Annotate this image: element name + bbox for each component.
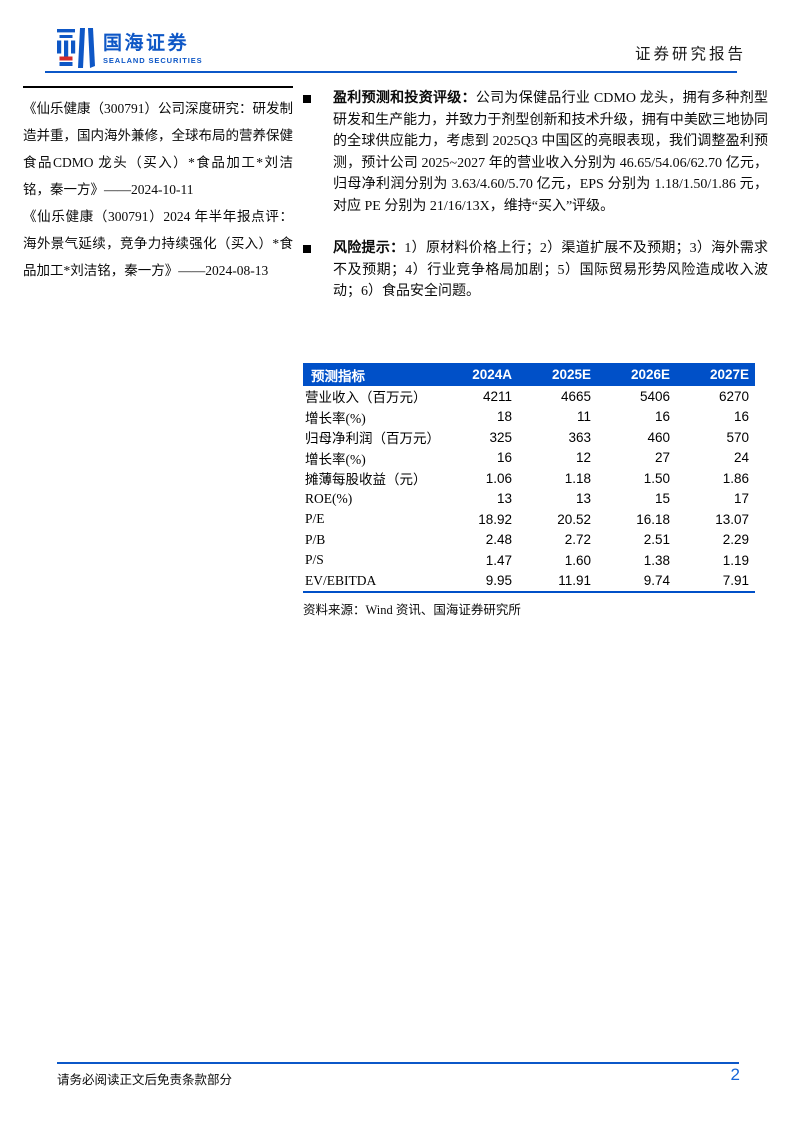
metric-value: 4211 (482, 388, 512, 404)
metric-value: 363 (568, 429, 591, 445)
metric-value: 20.52 (557, 511, 591, 527)
metric-value: 1.38 (643, 552, 670, 568)
table-row: EV/EBITDA 9.95 11.91 9.74 7.91 (303, 571, 755, 593)
footer-divider (57, 1062, 739, 1064)
data-source-note: 资料来源：Wind 资讯、国海证券研究所 (303, 603, 521, 617)
metric-label: 增长率(%) (305, 451, 366, 467)
forecast-table: 预测指标 2024A 2025E 2026E 2027E 营业收入（百万元） 4211 46… (303, 363, 755, 593)
metric-value: 2.48 (485, 532, 512, 548)
metric-value: 9.74 (643, 573, 670, 589)
metric-value: 18.92 (478, 511, 512, 527)
metric-value: 16 (733, 409, 749, 425)
table-row: 增长率(%) 16 12 27 24 (303, 448, 755, 469)
metric-value: 18 (496, 409, 512, 425)
metric-value: 4665 (560, 388, 591, 404)
bullet-paragraph: 公司为保健品行业 CDMO 龙头，拥有多种剂型研发和生产能力，并致力于剂型创新和… (333, 91, 768, 214)
metric-label: P/B (305, 531, 326, 547)
table-header-cell: 2026E (597, 363, 676, 386)
metric-value: 16 (654, 409, 670, 425)
related-report-item: 《仙乐健康（300791）2024 年半年报点评：海外景气延续，竞争力持续强化（… (23, 209, 293, 278)
bullet-risk-warning: 风险提示：1）原材料价格上行；2）渠道扩展不及预期；3）海外需求不及预期；4）行… (303, 238, 768, 303)
bullet-text: 盈利预测和投资评级：公司为保健品行业 CDMO 龙头，拥有多种剂型研发和生产能力… (333, 88, 768, 217)
report-body: 盈利预测和投资评级：公司为保健品行业 CDMO 龙头，拥有多种剂型研发和生产能力… (303, 88, 768, 303)
page-number: 2 (730, 1065, 740, 1084)
table-row: P/E 18.92 20.52 16.18 13.07 (303, 509, 755, 530)
metric-value: 1.60 (564, 552, 591, 568)
metric-label: 归母净利润（百万元） (305, 431, 440, 447)
brand-name-en: SEALAND SECURITIES (103, 56, 203, 65)
bullet-square-icon (303, 95, 311, 103)
table-row: 营业收入（百万元） 4211 4665 5406 6270 (303, 386, 755, 407)
header-divider (45, 71, 737, 73)
metric-value: 1.47 (485, 552, 512, 568)
table-row: P/B 2.48 2.72 2.51 2.29 (303, 530, 755, 551)
metric-value: 27 (654, 450, 670, 466)
brand-text: 国海证券 SEALAND SECURITIES (103, 28, 203, 66)
metric-value: 13 (496, 491, 512, 507)
metric-value: 2.29 (722, 532, 749, 548)
related-report-item: 《仙乐健康（300791）公司深度研究：研发制造并重，国内海外兼修，全球布局的营… (23, 101, 293, 197)
table-header-cell: 预测指标 (303, 363, 439, 386)
table-row: 增长率(%) 18 11 16 16 (303, 407, 755, 428)
metric-value: 13.07 (715, 511, 749, 527)
metric-value: 1.18 (564, 470, 591, 486)
sealand-logo-icon (57, 28, 95, 68)
bullet-square-icon (303, 245, 311, 253)
table-row: 摊薄每股收益（元） 1.06 1.18 1.50 1.86 (303, 468, 755, 489)
metric-value: 5406 (639, 388, 670, 404)
metric-value: 24 (733, 450, 749, 466)
metric-value: 570 (726, 429, 749, 445)
metric-label: EV/EBITDA (305, 572, 377, 588)
metric-value: 16.18 (636, 511, 670, 527)
metric-label: ROE(%) (305, 490, 353, 506)
metric-value: 1.50 (643, 470, 670, 486)
metric-label: P/S (305, 552, 324, 568)
metric-value: 1.06 (485, 470, 512, 486)
metric-value: 325 (489, 429, 512, 445)
metric-value: 17 (733, 491, 749, 507)
related-reports: 《仙乐健康（300791）公司深度研究：研发制造并重，国内海外兼修，全球布局的营… (23, 86, 293, 284)
table-header-row: 预测指标 2024A 2025E 2026E 2027E (303, 363, 755, 386)
metric-value: 460 (647, 429, 670, 445)
metric-label: P/E (305, 511, 325, 527)
metric-value: 13 (575, 491, 591, 507)
metric-value: 11.91 (558, 573, 591, 589)
metric-label: 增长率(%) (305, 410, 366, 426)
bullet-label: 盈利预测和投资评级： (333, 91, 476, 106)
bullet-label: 风险提示： (333, 241, 405, 256)
metric-value: 11 (576, 409, 591, 425)
metric-label: 摊薄每股收益（元） (305, 472, 427, 488)
footer-disclaimer: 请务必阅读正文后免责条款部分 (57, 1073, 233, 1087)
table-row: P/S 1.47 1.60 1.38 1.19 (303, 550, 755, 571)
brand-logo: 国海证券 SEALAND SECURITIES (57, 28, 203, 68)
table-row: ROE(%) 13 13 15 17 (303, 489, 755, 510)
table-row: 归母净利润（百万元） 325 363 460 570 (303, 427, 755, 448)
table-header-cell: 2024A (439, 363, 518, 386)
table-header-cell: 2025E (518, 363, 597, 386)
bullet-paragraph: 1）原材料价格上行；2）渠道扩展不及预期；3）海外需求不及预期；4）行业竞争格局… (333, 241, 769, 299)
metric-label: 营业收入（百万元） (305, 390, 427, 406)
metric-value: 7.91 (722, 573, 749, 589)
bullet-text: 风险提示：1）原材料价格上行；2）渠道扩展不及预期；3）海外需求不及预期；4）行… (333, 238, 768, 303)
metric-value: 12 (575, 450, 591, 466)
metric-value: 1.19 (722, 552, 749, 568)
forecast-table-wrap: 预测指标 2024A 2025E 2026E 2027E 营业收入（百万元） 4211 46… (303, 363, 755, 593)
metric-value: 9.95 (485, 573, 512, 589)
bullet-earnings-forecast: 盈利预测和投资评级：公司为保健品行业 CDMO 龙头，拥有多种剂型研发和生产能力… (303, 88, 768, 217)
doc-type-label: 证券研究报告 (634, 46, 746, 63)
brand-name-cn: 国海证券 (103, 33, 190, 54)
table-header-cell: 2027E (676, 363, 755, 386)
metric-value: 6270 (718, 388, 749, 404)
metric-value: 1.86 (722, 470, 749, 486)
metric-value: 16 (496, 450, 512, 466)
metric-value: 2.51 (643, 532, 670, 548)
metric-value: 15 (654, 491, 670, 507)
metric-value: 2.72 (564, 532, 591, 548)
